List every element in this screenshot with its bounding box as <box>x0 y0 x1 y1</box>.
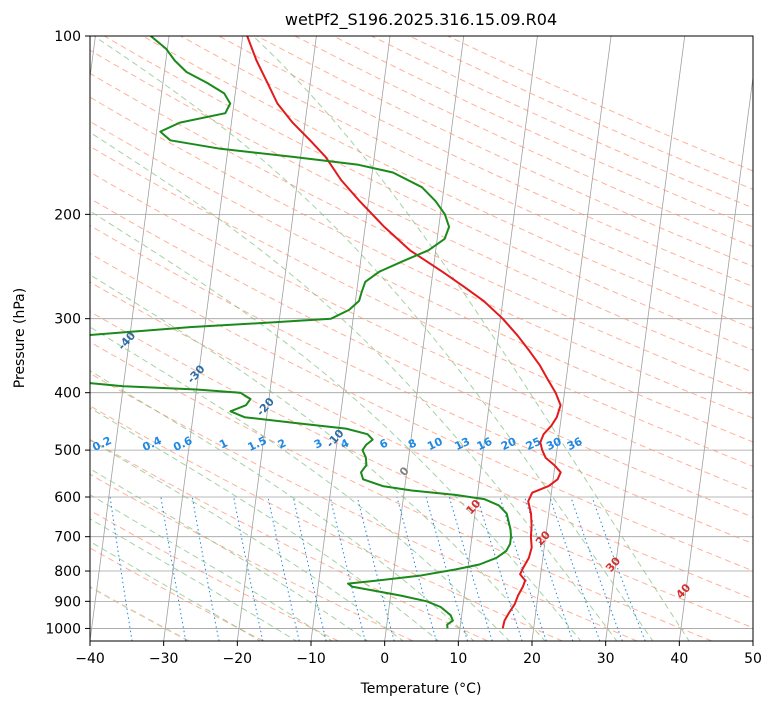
y-tick-label: 700 <box>54 530 81 546</box>
dry-adiabat-line <box>90 96 753 419</box>
y-tick-label: 900 <box>54 594 81 610</box>
x-tick-label: 20 <box>523 651 541 667</box>
isotherm-line <box>163 36 244 641</box>
dry-adiabat-line <box>90 547 264 641</box>
x-axis-title: Temperature (°C) <box>360 681 482 697</box>
axes-layer: −40 −30 −20 −10 0 10 20 30 40 50 100 200 300 400 500 60… <box>45 29 762 667</box>
y-axis-title: Pressure (hPa) <box>12 288 28 388</box>
x-tick-label: 40 <box>670 651 688 667</box>
y-tick-label: 800 <box>54 564 81 580</box>
moist-adiabat-line <box>90 210 582 641</box>
mixing-ratio-layer <box>109 496 646 641</box>
moist-adiabat-line <box>90 370 475 641</box>
mixing-ratio-label: 20 <box>499 435 519 453</box>
isotherm-layer <box>90 36 753 641</box>
dry-adiabat-line <box>90 224 753 545</box>
isotherm-line <box>678 74 753 641</box>
isotherm-line <box>384 36 465 641</box>
mixing-ratio-line <box>356 496 395 641</box>
dry-adiabat-line <box>90 121 753 443</box>
moist-adiabat-line <box>90 131 618 641</box>
moist-adiabat-line <box>90 518 298 641</box>
moist-adiabat-line <box>90 540 262 641</box>
dry-adiabat-line <box>90 372 638 641</box>
y-tick-label: 600 <box>54 490 81 506</box>
isotherm-line <box>90 36 170 641</box>
moist-adiabat-layer <box>90 36 690 641</box>
mixing-ratio-line <box>396 496 437 641</box>
temperature-line <box>246 36 562 629</box>
dewpoint-line <box>90 36 512 629</box>
moist-adiabat-line <box>90 439 404 641</box>
moist-adiabat-line <box>90 468 369 641</box>
moist-adiabat-line <box>93 36 654 641</box>
isotherm-line <box>605 36 686 641</box>
mixing-ratio-line <box>160 496 187 641</box>
sounding-series-layer <box>90 36 562 629</box>
dry-adiabat-line <box>90 438 488 641</box>
dry-adiabat-line <box>104 36 753 351</box>
x-tick-label: 30 <box>597 651 615 667</box>
dry-adiabat-line <box>90 281 753 600</box>
mixing-ratio-line <box>191 496 220 641</box>
mixing-ratio-line <box>292 496 327 641</box>
y-tick-label: 100 <box>54 29 81 45</box>
mixing-ratio-label: 36 <box>565 435 585 453</box>
dry-adiabat-line <box>180 36 753 308</box>
y-tick-label: 400 <box>54 386 81 402</box>
mixing-ratio-line <box>233 496 264 641</box>
x-tick-label: 0 <box>380 651 389 667</box>
y-tick-label: 500 <box>54 443 81 459</box>
isotherm-line <box>236 36 317 641</box>
mixing-ratio-label: 13 <box>453 435 472 453</box>
mixing-ratio-line <box>267 496 300 641</box>
mixing-ratio-label: 16 <box>475 435 495 453</box>
dry-adiabat-line <box>90 405 563 641</box>
x-tick-label: −10 <box>296 651 326 667</box>
mixing-ratio-line <box>109 496 133 641</box>
dry-adiabat-line <box>90 197 753 518</box>
mixing-ratio-label: 30 <box>544 435 564 453</box>
dry-adiabat-layer <box>90 36 753 641</box>
y-tick-label: 1000 <box>45 621 81 637</box>
plot-frame <box>89 35 754 642</box>
dry-adiabat-line <box>90 509 339 641</box>
x-tick-label: −40 <box>75 651 105 667</box>
dry-adiabat-line <box>90 341 712 641</box>
chart-title: wetPf2_S196.2025.316.15.09.R04 <box>285 10 557 30</box>
mixing-ratio-label: 10 <box>425 435 445 453</box>
y-tick-label: 300 <box>54 312 81 328</box>
x-tick-label: −30 <box>149 651 179 667</box>
mixing-ratio-line <box>425 496 468 641</box>
mixing-ratio-label: 25 <box>524 435 543 453</box>
dry-adiabat-line <box>218 36 753 288</box>
moist-adiabat-line <box>90 326 511 641</box>
x-tick-label: −20 <box>223 651 253 667</box>
mixing-ratio-line <box>329 496 366 641</box>
y-tick-label: 200 <box>54 207 81 223</box>
x-tick-label: 10 <box>449 651 467 667</box>
x-tick-label: 50 <box>744 651 762 667</box>
isotherm-line <box>457 36 538 641</box>
dry-adiabat-line <box>90 49 753 373</box>
dry-adiabat-line <box>90 171 753 492</box>
dry-adiabat-line <box>90 311 753 629</box>
dry-adiabat-line <box>90 252 753 572</box>
